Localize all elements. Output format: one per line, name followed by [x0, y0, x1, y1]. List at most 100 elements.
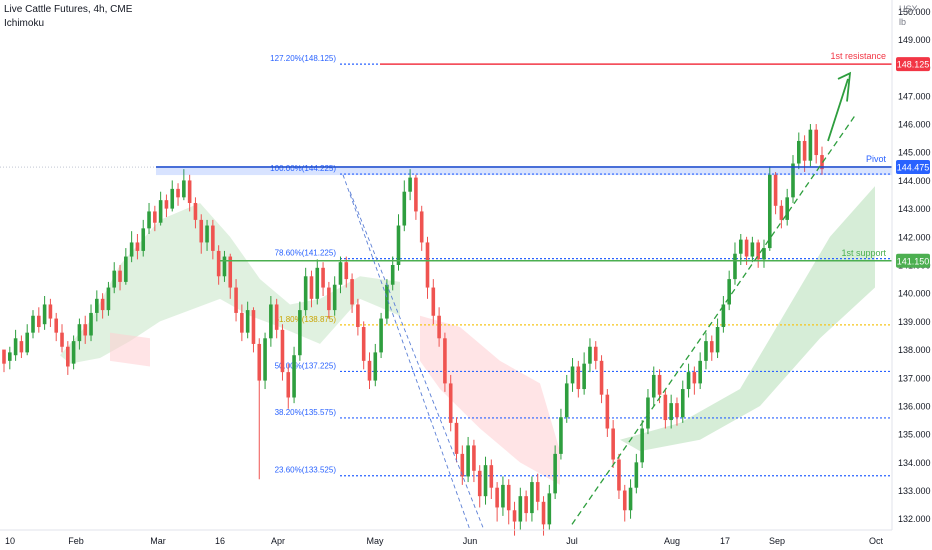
candle-body	[779, 205, 784, 220]
candle-body	[71, 341, 76, 364]
candle-body	[263, 338, 267, 381]
candle-body	[37, 315, 41, 328]
candle-body	[25, 332, 30, 353]
candle-body	[559, 417, 563, 454]
candle-body	[373, 352, 378, 381]
candle-body	[431, 287, 436, 316]
candle-body	[361, 327, 366, 361]
price-label-box	[896, 57, 930, 72]
candle-body	[124, 256, 128, 282]
candle-body	[466, 445, 470, 477]
fib-label: 78.60%(141.225)	[275, 249, 337, 258]
candle-body	[402, 191, 407, 226]
candle-body	[141, 228, 146, 251]
candle-body	[170, 188, 175, 209]
candle-body	[750, 242, 755, 257]
candle-body	[60, 332, 64, 347]
candle-body	[472, 445, 476, 471]
candles	[2, 124, 824, 536]
arrow-head	[837, 71, 852, 102]
candle-body	[66, 346, 70, 367]
candle-body	[738, 239, 743, 254]
candle-body	[576, 366, 581, 390]
price-label-box	[896, 253, 930, 268]
candle-body	[240, 312, 244, 333]
x-tick-label: Jul	[566, 536, 578, 546]
candle-body	[48, 304, 53, 319]
candle-body	[622, 490, 627, 511]
candle-body	[489, 465, 494, 488]
y-tick-label: 147.000	[898, 91, 931, 101]
candle-body	[785, 197, 789, 220]
candle-body	[692, 372, 697, 384]
candle-body	[512, 510, 517, 522]
annotation-label: Pivot	[866, 154, 887, 164]
annotation-label: 1st resistance	[830, 51, 886, 61]
candle-body	[344, 262, 349, 280]
candle-body	[680, 389, 685, 418]
target-arrow	[827, 78, 849, 142]
y-tick-label: 138.000	[898, 345, 931, 355]
cloud-red-segment	[420, 315, 560, 485]
candle-body	[483, 465, 488, 497]
x-tick-label: 10	[5, 536, 15, 546]
candle-body	[390, 265, 395, 285]
trend-line-up	[571, 115, 856, 525]
candle-body	[2, 349, 6, 364]
candle-body	[269, 304, 273, 339]
candle-body	[274, 304, 279, 330]
candle-body	[199, 219, 204, 243]
candle-body	[535, 482, 540, 502]
candle-body	[176, 188, 180, 198]
candle-body	[727, 279, 731, 305]
candle-body	[205, 225, 209, 243]
candle-body	[506, 484, 511, 511]
candle-body	[767, 174, 772, 249]
y-tick-label: 144.000	[898, 176, 931, 186]
y-tick-label: 135.000	[898, 430, 931, 440]
candle-body	[448, 383, 453, 423]
y-tick-label: 143.000	[898, 204, 931, 214]
candle-body	[495, 487, 499, 508]
candle-body	[83, 324, 88, 336]
candle-body	[112, 270, 117, 288]
candle-body	[315, 267, 320, 299]
candle-body	[675, 403, 679, 418]
x-tick-label: Oct	[869, 536, 884, 546]
candle-body	[280, 329, 285, 373]
candle-body	[338, 262, 343, 285]
fib-label: 127.20%(148.125)	[270, 54, 336, 63]
candle-body	[570, 366, 575, 384]
candle-body	[814, 129, 818, 156]
candle-body	[443, 338, 447, 384]
candle-body	[501, 484, 505, 508]
candle-body	[547, 493, 552, 525]
candle-body	[646, 397, 650, 429]
x-tick-label: Jun	[463, 536, 478, 546]
y-tick-label: 145.000	[898, 148, 931, 158]
candle-body	[222, 256, 227, 277]
candle-body	[350, 279, 354, 305]
candle-body	[187, 180, 192, 203]
cloud-red-segment	[110, 332, 150, 367]
candle-body	[321, 267, 325, 288]
candle-body	[460, 453, 465, 477]
candle-body	[327, 287, 331, 311]
price-label-box	[896, 160, 930, 175]
candle-body	[715, 327, 720, 353]
candle-body	[657, 374, 662, 395]
x-tick-label: Sep	[769, 536, 785, 546]
x-tick-label: May	[366, 536, 384, 546]
candle-body	[530, 482, 534, 514]
candle-body	[820, 155, 824, 170]
chart-title: Live Cattle Futures, 4h, CME	[4, 4, 133, 15]
fib-label: 23.60%(133.525)	[275, 466, 337, 475]
candle-body	[564, 383, 569, 418]
y-tick-label: 133.000	[898, 486, 931, 496]
candle-body	[42, 304, 47, 325]
y-tick-label: 132.000	[898, 514, 931, 524]
candle-body	[709, 341, 714, 353]
candle-body	[31, 315, 35, 333]
candle-body	[396, 225, 401, 265]
